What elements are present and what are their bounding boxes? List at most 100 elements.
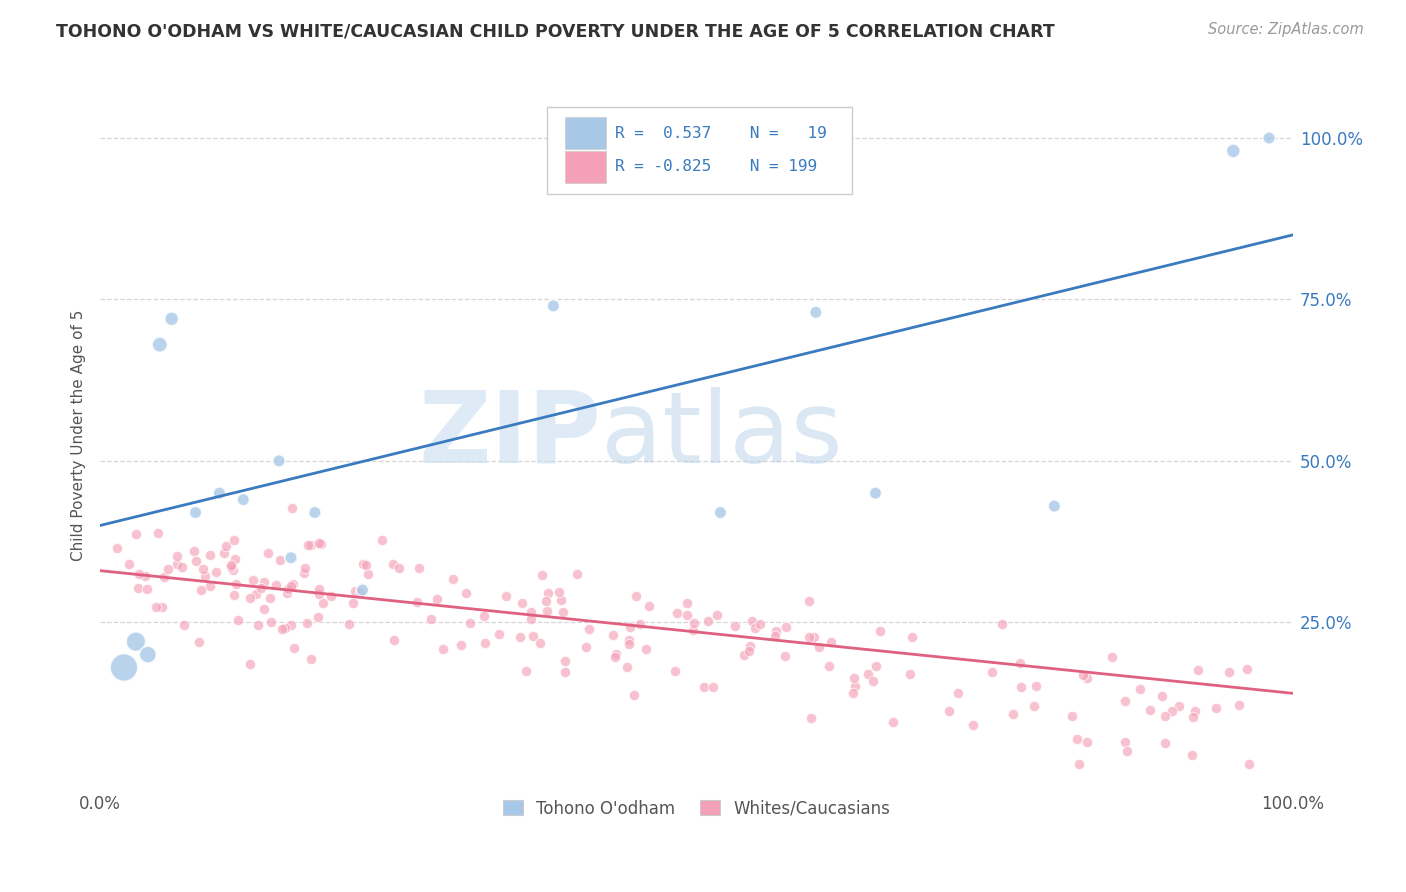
Point [543,299,565,313]
Point [283,641,305,656]
Point [842,671,865,685]
Point [1152,689,1174,703]
Point [763,629,786,643]
Point [408,561,430,575]
Point [765,624,787,638]
Point [450,638,472,652]
Point [530,567,553,582]
Point [1002,707,1025,722]
Point [454,586,477,600]
Point [127,582,149,596]
Point [510,596,533,610]
Point [146,525,169,540]
Point [309,537,332,551]
Point [232,492,254,507]
Point [676,596,699,610]
Point [1182,710,1205,724]
Point [224,588,246,602]
Point [882,714,904,729]
Point [458,616,481,631]
Point [665,606,688,620]
Point [1076,734,1098,748]
Point [357,567,380,582]
Point [869,624,891,639]
Point [1008,656,1031,670]
Point [474,635,496,649]
Point [264,578,287,592]
Point [865,658,887,673]
Point [554,665,576,680]
Point [797,630,820,644]
Point [1236,662,1258,676]
Point [253,601,276,615]
Point [623,688,645,702]
Point [273,621,295,635]
Point [170,560,193,574]
Point [1066,731,1088,746]
Point [605,649,627,664]
Point [616,659,638,673]
Point [1071,668,1094,682]
Point [738,644,761,658]
Text: atlas: atlas [602,386,842,483]
Point [295,615,318,630]
Point [134,568,156,582]
Point [280,617,302,632]
Point [624,589,647,603]
Point [208,486,231,500]
Point [280,500,302,515]
Point [319,590,342,604]
Point [204,566,226,580]
Point [820,635,842,649]
Text: TOHONO O'ODHAM VS WHITE/CAUCASIAN CHILD POVERTY UNDER THE AGE OF 5 CORRELATION C: TOHONO O'ODHAM VS WHITE/CAUCASIAN CHILD … [56,22,1054,40]
Point [1184,704,1206,718]
Point [280,579,302,593]
Point [634,642,657,657]
Point [1181,747,1204,762]
Point [253,575,276,590]
Point [1168,698,1191,713]
Point [724,619,747,633]
Point [697,615,720,629]
Point [676,607,699,622]
FancyBboxPatch shape [565,117,606,149]
Point [191,562,214,576]
Point [702,680,724,694]
Point [259,591,281,606]
Point [219,560,242,574]
Point [308,587,330,601]
Point [495,589,517,603]
Point [186,554,208,568]
Point [183,544,205,558]
Point [1062,708,1084,723]
Legend: Tohono O'odham, Whites/Caucasians: Tohono O'odham, Whites/Caucasians [496,793,897,824]
Point [190,583,212,598]
Point [1010,681,1032,695]
Point [1025,679,1047,693]
Point [242,573,264,587]
Point [900,630,922,644]
Point [522,629,544,643]
Point [804,305,827,319]
Point [948,685,970,699]
Point [1160,705,1182,719]
Point [1239,757,1261,772]
Point [602,628,624,642]
Point [709,506,731,520]
Point [337,617,360,632]
Point [808,640,831,654]
Point [260,615,283,629]
Point [193,568,215,582]
Point [865,486,887,500]
Point [551,605,574,619]
Point [575,640,598,655]
Point [125,527,148,541]
Point [245,586,267,600]
Point [405,595,427,609]
Text: R =  0.537    N =   19: R = 0.537 N = 19 [616,126,827,141]
Point [1114,694,1136,708]
Point [239,657,262,671]
Point [1067,757,1090,772]
Point [738,639,761,653]
Point [981,665,1004,680]
